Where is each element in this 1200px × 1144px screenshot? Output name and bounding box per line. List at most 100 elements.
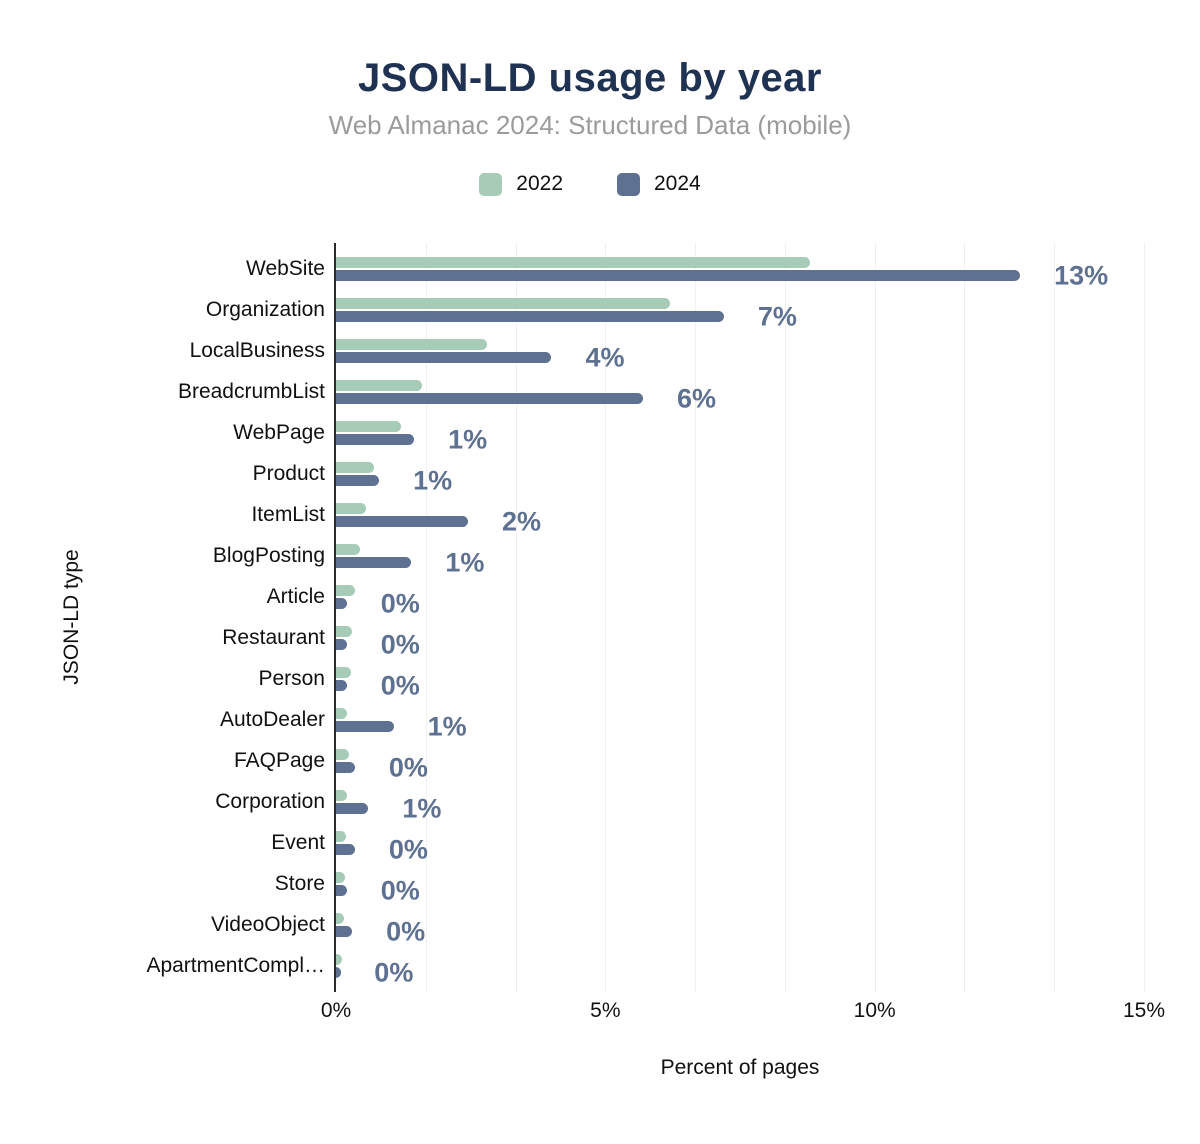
bar-row-apartmentcompl: ApartmentCompl… 0% — [146, 940, 1144, 988]
bar-2022 — [336, 831, 346, 842]
bar-row-corporation: Corporation 1% — [215, 776, 1144, 824]
gridline — [784, 243, 786, 992]
category-label: Restaurant — [222, 626, 325, 649]
bar-row-localbusiness: LocalBusiness 4% — [190, 325, 1144, 373]
bar-2022 — [336, 544, 361, 555]
bar-2024 — [336, 885, 347, 896]
category-label: BreadcrumbList — [177, 380, 325, 403]
value-label: 1% — [427, 711, 467, 742]
bar-2022 — [336, 380, 423, 391]
category-label: Store — [274, 872, 325, 895]
bar-2024 — [336, 803, 369, 814]
bar-2022 — [336, 667, 351, 678]
y-axis-line — [334, 243, 336, 992]
chart-subtitle: Web Almanac 2024: Structured Data (mobil… — [328, 110, 852, 140]
value-label: 0% — [380, 875, 420, 906]
bar-row-person: Person 0% — [258, 653, 1144, 701]
value-label: 0% — [380, 588, 420, 619]
bar-2024 — [336, 393, 644, 404]
category-label: FAQPage — [233, 749, 325, 772]
legend-label-2022: 2022 — [516, 172, 563, 195]
bar-row-faqpage: FAQPage 0% — [234, 735, 1144, 783]
bar-2024 — [336, 721, 394, 732]
bar-row-itemlist: ItemList 2% — [251, 489, 1144, 537]
value-label: 0% — [380, 670, 420, 701]
bar-2022 — [336, 339, 487, 350]
bar-2024 — [336, 639, 347, 650]
x-axis-ticks: 0% 5% 10% 15% — [321, 999, 1165, 1025]
bar-2022 — [336, 503, 366, 514]
legend-swatch-2022 — [479, 172, 503, 196]
value-label: 1% — [445, 547, 485, 578]
bar-row-breadcrumblist: BreadcrumbList 6% — [178, 366, 1144, 414]
plot-area: WebSite 13% Organization 7% LocalBusiness 4% B… — [146, 243, 1145, 992]
category-label: BlogPosting — [212, 544, 325, 567]
bar-2024 — [336, 270, 1021, 281]
bar-2024 — [336, 434, 415, 445]
bar-2022 — [336, 749, 349, 760]
bar-row-store: Store 0% — [275, 858, 1144, 906]
x-axis-title: Percent of pages — [660, 1056, 820, 1079]
category-label: VideoObject — [210, 913, 325, 936]
bar-row-website: WebSite 13% — [246, 243, 1144, 291]
x-tick-0: 0% — [320, 999, 352, 1022]
bar-row-article: Article 0% — [267, 571, 1144, 619]
legend-item-2024[interactable]: 2024 — [617, 172, 701, 196]
chart-title: JSON-LD usage by year — [358, 56, 822, 100]
value-label: 1% — [402, 793, 442, 824]
category-label: WebPage — [233, 421, 325, 444]
legend-swatch-2024 — [617, 172, 640, 196]
bar-row-webpage: WebPage 1% — [233, 407, 1144, 455]
bar-2022 — [336, 708, 347, 719]
bar-2024 — [336, 967, 341, 978]
gridline — [874, 243, 876, 992]
category-label: Corporation — [215, 790, 325, 813]
bar-2024 — [336, 680, 347, 691]
bar-2022 — [336, 298, 670, 309]
gridline — [515, 243, 517, 992]
gridline — [964, 243, 966, 992]
bar-2024 — [336, 557, 412, 568]
value-label: 6% — [677, 383, 717, 414]
legend: 2022 2024 — [0, 172, 1180, 196]
bar-row-blogposting: BlogPosting 1% — [213, 530, 1144, 578]
legend-item-2022[interactable]: 2022 — [479, 172, 563, 196]
bar-2022 — [336, 954, 343, 965]
category-label: ItemList — [251, 503, 325, 526]
bar-2024 — [336, 516, 468, 527]
gridline — [605, 243, 607, 992]
bar-row-product: Product 1% — [253, 448, 1144, 496]
category-label: Article — [266, 585, 325, 608]
value-label: 0% — [386, 916, 426, 947]
bar-row-restaurant: Restaurant 0% — [222, 612, 1144, 660]
bar-2022 — [336, 913, 344, 924]
bar-2024 — [336, 352, 552, 363]
value-label: 13% — [1054, 260, 1109, 291]
category-label: Person — [258, 667, 325, 690]
gridline — [1054, 243, 1056, 992]
bar-row-event: Event 0% — [271, 817, 1144, 865]
bar-2022 — [336, 626, 353, 637]
gridline — [695, 243, 697, 992]
bar-row-videoobject: VideoObject 0% — [211, 899, 1144, 947]
value-label: 2% — [501, 506, 541, 537]
value-label: 1% — [413, 465, 453, 496]
gridline — [425, 243, 427, 992]
bar-2024 — [336, 762, 355, 773]
bar-row-autodealer: AutoDealer 1% — [220, 694, 1144, 742]
value-label: 7% — [757, 301, 797, 332]
category-label: WebSite — [246, 257, 325, 280]
category-label: Event — [271, 831, 325, 854]
x-tick-15: 15% — [1122, 999, 1166, 1022]
bar-2024 — [336, 926, 353, 937]
value-label: 4% — [585, 342, 625, 373]
bar-2024 — [336, 598, 347, 609]
value-label: 0% — [388, 834, 428, 865]
gridline — [1144, 243, 1145, 992]
value-label: 0% — [374, 957, 414, 988]
category-label: Product — [252, 462, 325, 485]
bar-2022 — [336, 462, 374, 473]
value-label: 0% — [388, 752, 428, 783]
value-label: 0% — [380, 629, 420, 660]
